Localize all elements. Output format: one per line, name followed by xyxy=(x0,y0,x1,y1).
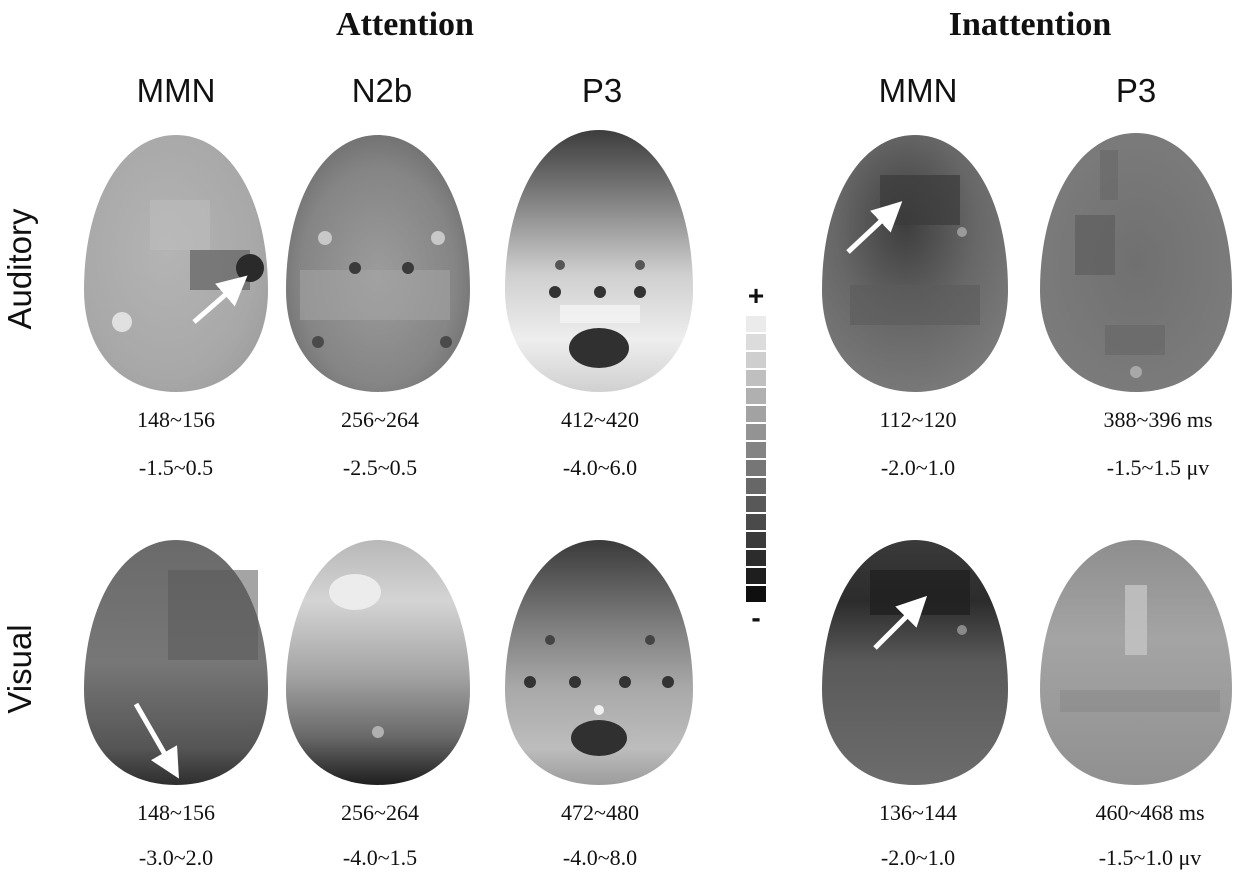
scalp-map-auditory-att-p3 xyxy=(505,130,693,392)
inattention-header: Inattention xyxy=(948,6,1112,43)
auditory-amplitude-att-n2b: -2.5~0.5 xyxy=(342,455,418,480)
scalp-map-auditory-att-mmn xyxy=(84,135,268,392)
column-label-inatt-mmn: MMN xyxy=(878,72,958,109)
visual-amplitude-att-mmn: -3.0~2.0 xyxy=(138,845,214,870)
scalp-map-visual-inatt-mmn xyxy=(822,540,1008,785)
scalp-map-visual-att-n2b xyxy=(286,540,470,785)
scale-step xyxy=(746,568,766,584)
auditory-latency-att-p3: 412~420 xyxy=(561,407,639,432)
scale-step xyxy=(746,550,766,566)
scale-step xyxy=(746,586,766,602)
scale-plus-label: + xyxy=(747,280,765,311)
auditory-amplitude-att-mmn: -1.5~0.5 xyxy=(138,455,214,480)
scalp-map-visual-inatt-p3 xyxy=(1040,540,1232,785)
scalp-map-auditory-inatt-p3 xyxy=(1040,133,1232,392)
visual-amplitude-inatt-mmn: -2.0~1.0 xyxy=(880,845,956,870)
scale-step xyxy=(746,478,766,494)
visual-amplitude-att-p3: -4.0~8.0 xyxy=(562,845,638,870)
scale-step xyxy=(746,334,766,350)
column-label-att-mmn: MMN xyxy=(136,72,216,109)
visual-latency-att-n2b: 256~264 xyxy=(341,800,419,825)
visual-latency-att-p3: 472~480 xyxy=(561,800,639,825)
scale-step xyxy=(746,514,766,530)
scale-step xyxy=(746,496,766,512)
visual-latency-inatt-mmn: 136~144 xyxy=(879,800,957,825)
visual-latency-att-mmn: 148~156 xyxy=(137,800,215,825)
auditory-amplitude-inatt-mmn: -2.0~1.0 xyxy=(880,455,956,480)
scalp-map-visual-att-p3 xyxy=(505,540,693,785)
scale-step xyxy=(746,370,766,386)
column-label-inatt-p3: P3 xyxy=(1115,72,1157,109)
scale-step xyxy=(746,424,766,440)
scalp-map-auditory-att-n2b xyxy=(286,135,470,392)
scalp-map-visual-att-mmn xyxy=(84,540,268,785)
attention-header: Attention xyxy=(336,6,474,43)
auditory-latency-inatt-mmn: 112~120 xyxy=(879,407,957,432)
auditory-amplitude-inatt-p3: -1.5~1.5 μv xyxy=(1106,455,1210,480)
scale-step xyxy=(746,442,766,458)
scale-step xyxy=(746,532,766,548)
scale-step xyxy=(746,406,766,422)
scale-step xyxy=(746,316,766,332)
column-label-att-p3: P3 xyxy=(581,72,623,109)
column-label-att-n2b: N2b xyxy=(351,72,413,109)
auditory-latency-att-n2b: 256~264 xyxy=(341,407,419,432)
scale-minus-label: - xyxy=(751,602,761,633)
auditory-amplitude-att-p3: -4.0~6.0 xyxy=(562,455,638,480)
auditory-latency-inatt-p3: 388~396 ms xyxy=(1103,407,1213,432)
auditory-latency-att-mmn: 148~156 xyxy=(137,407,215,432)
visual-amplitude-inatt-p3: -1.5~1.0 μv xyxy=(1098,845,1202,870)
visual-latency-inatt-p3: 460~468 ms xyxy=(1095,800,1205,825)
scale-step xyxy=(746,460,766,476)
scale-step xyxy=(746,352,766,368)
scalp-map-auditory-inatt-mmn xyxy=(822,135,1008,392)
scale-step xyxy=(746,388,766,404)
color-scale-bar xyxy=(746,316,766,602)
visual-amplitude-att-n2b: -4.0~1.5 xyxy=(342,845,418,870)
